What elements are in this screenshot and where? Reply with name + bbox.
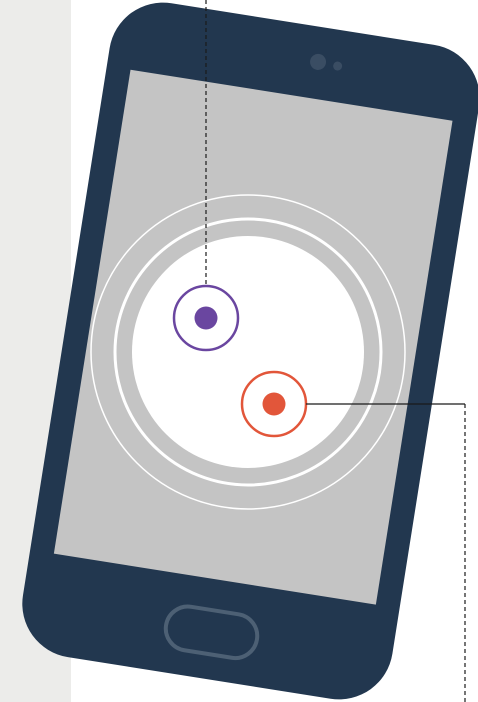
- orange-touch-dot: [262, 392, 286, 416]
- middle-ring: [113, 217, 383, 487]
- purple-touch-dot: [194, 306, 218, 330]
- camera-sensor-icon: [333, 61, 343, 71]
- camera-lens-icon: [310, 53, 327, 70]
- outer-ring: [90, 194, 406, 510]
- inner-disc: [132, 236, 364, 468]
- home-button-icon: [163, 604, 260, 661]
